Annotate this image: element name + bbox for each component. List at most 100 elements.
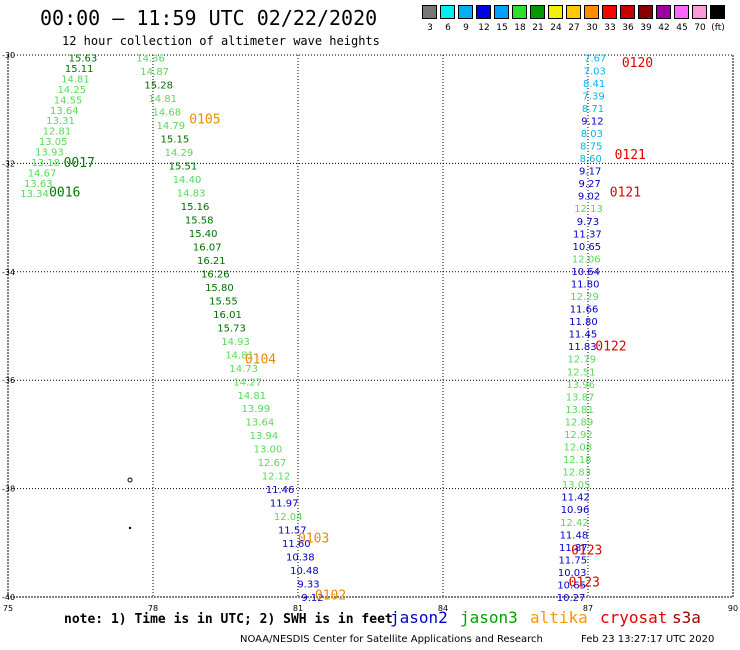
wave-height-value: 11.80 xyxy=(571,279,600,290)
map-subtitle: 12 hour collection of altimeter wave hei… xyxy=(62,34,380,48)
pass-label: 0104 xyxy=(245,353,276,368)
wave-height-value: 14.81 xyxy=(237,391,266,402)
wave-height-value: 9.73 xyxy=(577,217,599,228)
wave-height-value: 12.12 xyxy=(262,472,291,483)
wave-height-value: 10.96 xyxy=(561,505,590,516)
wave-height-value: 14.73 xyxy=(229,364,258,375)
legend-label: (ft) xyxy=(711,23,725,33)
x-tick-label: 90 xyxy=(728,604,738,612)
wave-height-value: 15.55 xyxy=(209,296,238,307)
wave-height-value: 11.48 xyxy=(560,530,589,541)
wave-height-value: 11.45 xyxy=(569,330,598,341)
wave-height-value: 11.97 xyxy=(270,499,299,510)
wave-height-value: 13.64 xyxy=(50,106,79,117)
pass-label: 0121 xyxy=(610,186,641,201)
wave-height-value: 15.80 xyxy=(205,283,234,294)
x-tick-label: 84 xyxy=(438,604,448,612)
satellite-jason2: jason2 xyxy=(390,608,448,627)
wave-height-value: 12.81 xyxy=(43,127,72,138)
wave-height-value: 15.51 xyxy=(169,162,198,173)
wave-height-value: 10.38 xyxy=(286,553,315,564)
wave-height-value: 13.34 xyxy=(20,189,49,200)
wave-height-value: 12.79 xyxy=(567,355,596,366)
wave-height-value: 11.75 xyxy=(558,555,587,566)
wave-height-value: 14.36 xyxy=(136,54,165,65)
island-mark xyxy=(128,526,132,530)
wave-height-value: 8.60 xyxy=(580,154,602,165)
pass-label: 0123 xyxy=(569,575,600,590)
wave-height-value: 10.27 xyxy=(557,593,586,604)
wave-height-value: 10.48 xyxy=(290,566,319,577)
wave-height-value: 11.57 xyxy=(278,526,307,537)
satellite-cryosat: cryosat xyxy=(600,608,668,627)
wave-height-value: 9.12 xyxy=(581,116,603,127)
wave-height-value: 8.71 xyxy=(582,104,604,115)
wave-height-value: 11.66 xyxy=(570,305,599,316)
wave-height-value: 13.05 xyxy=(39,137,68,148)
legend-label: 3 xyxy=(427,23,433,33)
generated-timestamp: Feb 23 13:27:17 UTC 2020 xyxy=(581,634,715,645)
credit-line: NOAA/NESDIS Center for Satellite Applica… xyxy=(240,634,543,645)
y-tick-label: -30 xyxy=(2,51,15,60)
wave-height-value: 10.64 xyxy=(571,267,600,278)
wave-height-value: 11.37 xyxy=(573,229,602,240)
wave-height-map: 75 78 81 84 87 90-30-32-34-36-38-40 15.6315.1… xyxy=(2,51,738,612)
legend-label: 39 xyxy=(640,23,652,33)
wave-height-value: 9.33 xyxy=(297,580,319,591)
wave-height-value: 11.42 xyxy=(561,493,590,504)
pass-label: 0102 xyxy=(315,588,346,603)
wave-height-value: 15.16 xyxy=(181,202,210,213)
wave-height-value: 14.29 xyxy=(165,148,194,159)
wave-height-value: 9.12 xyxy=(301,593,323,604)
legend-label: 70 xyxy=(694,23,706,33)
wave-height-value: 8.03 xyxy=(581,129,603,140)
pass-label: 0121 xyxy=(615,148,646,163)
y-tick-label: -36 xyxy=(2,376,15,385)
wave-height-value: 12.89 xyxy=(565,417,594,428)
wave-height-value: 16.07 xyxy=(193,242,222,253)
x-tick-label: 81 xyxy=(293,604,303,612)
wave-height-value: 14.81 xyxy=(225,350,254,361)
pass-label: 0017 xyxy=(64,156,95,171)
legend-swatch xyxy=(476,5,491,19)
wave-height-value: 13.64 xyxy=(246,418,275,429)
wave-height-value: 13.63 xyxy=(24,179,53,190)
wave-height-value: 12.42 xyxy=(560,518,589,529)
wave-height-value: 10.65 xyxy=(572,242,601,253)
wave-height-value: 13.31 xyxy=(46,116,75,127)
satellite-s3a: s3a xyxy=(672,608,701,627)
legend-label: 12 xyxy=(478,23,490,33)
wave-height-value: 12.13 xyxy=(574,204,603,215)
wave-height-value: 7.67 xyxy=(584,54,606,65)
legend-label: 9 xyxy=(463,23,469,33)
map-title: 00:00 – 11:59 UTC 02/22/2020 xyxy=(40,6,378,30)
wave-height-value: 10.65 xyxy=(557,580,586,591)
wave-height-value: 13.94 xyxy=(250,431,279,442)
legend-label: 33 xyxy=(604,23,616,33)
wave-height-value: 13.96 xyxy=(566,380,595,391)
legend-label: 42 xyxy=(658,23,670,33)
wave-height-value: 12.83 xyxy=(562,468,591,479)
wave-height-value: 15.73 xyxy=(217,323,246,334)
wave-height-value: 12.92 xyxy=(564,430,593,441)
legend-swatch xyxy=(638,5,653,19)
wave-height-value: 16.21 xyxy=(197,256,226,267)
legend-swatch xyxy=(494,5,509,19)
pass-label: 0103 xyxy=(298,531,329,546)
wave-height-value: 8.75 xyxy=(580,142,602,153)
wave-height-value: 7.39 xyxy=(582,91,604,102)
legend-label: 27 xyxy=(568,23,580,33)
wave-height-value: 11.83 xyxy=(568,342,597,353)
wave-height-value: 9.02 xyxy=(578,192,600,203)
island-mark xyxy=(127,477,133,483)
wave-height-value: 14.83 xyxy=(177,189,206,200)
wave-height-value: 14.55 xyxy=(54,95,83,106)
legend-swatch xyxy=(548,5,563,19)
y-tick-label: -34 xyxy=(2,268,15,277)
legend-swatch xyxy=(602,5,617,19)
wave-height-value: 15.40 xyxy=(189,229,218,240)
legend-swatch xyxy=(458,5,473,19)
legend-swatch xyxy=(710,5,725,19)
wave-height-value: 15.28 xyxy=(144,81,173,92)
wave-height-value: 12.06 xyxy=(572,254,601,265)
